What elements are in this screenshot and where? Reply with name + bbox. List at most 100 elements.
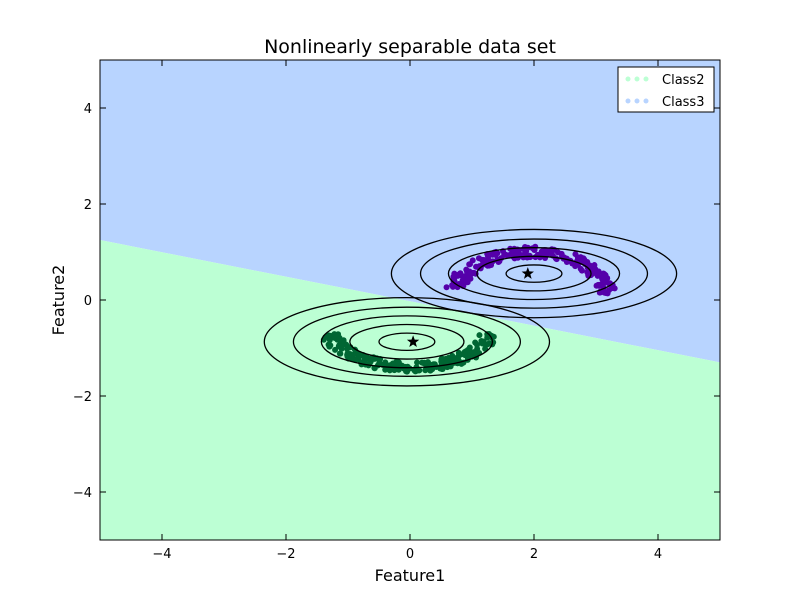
data-point — [543, 247, 550, 254]
contour-ellipse — [390, 228, 678, 319]
contour-ellipse — [419, 238, 649, 309]
legend-marker — [625, 98, 631, 104]
contour-ellipse — [320, 315, 494, 369]
data-point — [468, 271, 475, 278]
data-point — [593, 282, 600, 289]
data-point — [367, 358, 374, 365]
data-point — [469, 257, 476, 264]
data-point — [336, 336, 343, 343]
data-point — [438, 365, 445, 372]
data-point — [395, 359, 402, 366]
legend-label: Class3 — [662, 95, 704, 110]
x-tick-label: −4 — [152, 547, 171, 562]
data-point — [444, 358, 451, 365]
data-point — [382, 361, 389, 368]
region-class3 — [100, 60, 720, 363]
data-point — [395, 366, 402, 373]
contour-ellipse — [505, 264, 563, 283]
data-point — [577, 256, 584, 263]
legend-item-class2: Class2 — [625, 73, 704, 88]
data-point — [599, 275, 606, 282]
data-point — [470, 349, 477, 356]
data-point — [344, 351, 351, 358]
legend-item-class3: Class3 — [625, 95, 704, 110]
data-point — [513, 250, 520, 257]
data-point — [472, 339, 479, 346]
data-point — [592, 266, 599, 273]
plot-area — [100, 60, 720, 540]
data-point — [608, 285, 615, 292]
data-point — [338, 345, 345, 352]
data-point — [438, 356, 445, 363]
chart-title: Nonlinearly separable data set — [264, 36, 556, 58]
contour-ellipse — [476, 255, 592, 292]
data-point — [449, 352, 456, 359]
x-tick-label: −2 — [276, 547, 295, 562]
contour-ellipse — [263, 296, 551, 387]
y-axis-label: Feature2 — [49, 265, 68, 336]
data-point — [476, 332, 483, 339]
contour-ellipse — [447, 247, 621, 301]
data-point — [356, 351, 363, 358]
contours-class2 — [263, 296, 551, 387]
data-point — [579, 267, 585, 274]
data-point — [414, 359, 421, 366]
data-point — [362, 354, 369, 361]
data-point — [480, 338, 487, 345]
data-point — [459, 278, 466, 285]
data-point — [507, 251, 514, 258]
data-point — [326, 343, 333, 350]
data-point — [569, 260, 576, 267]
data-point — [376, 361, 383, 368]
y-tick-label: 4 — [84, 102, 92, 117]
data-point — [484, 334, 491, 341]
contour-ellipse — [292, 306, 522, 377]
data-point — [586, 270, 593, 277]
data-point — [421, 359, 428, 366]
data-point — [332, 346, 339, 353]
x-axis-ticks: −4 −2 0 2 4 — [152, 60, 662, 562]
region-class2 — [100, 240, 720, 540]
x-tick-label: 2 — [530, 547, 538, 562]
y-tick-label: −4 — [73, 486, 92, 501]
x-axis-label: Feature1 — [375, 566, 446, 585]
data-point — [482, 345, 489, 352]
data-point — [558, 250, 565, 257]
data-point — [466, 344, 473, 351]
contours-class3 — [390, 228, 678, 319]
data-point — [348, 355, 355, 362]
mean-star-class2 — [406, 335, 420, 348]
y-tick-label: 2 — [84, 198, 92, 213]
data-point — [412, 368, 419, 375]
legend-label: Class2 — [662, 73, 704, 88]
data-point — [501, 252, 508, 259]
contour-ellipse — [349, 323, 465, 360]
x-tick-label: 0 — [406, 547, 414, 562]
y-tick-label: 0 — [84, 294, 92, 309]
data-point — [475, 255, 482, 262]
legend-marker — [625, 76, 631, 82]
data-point — [466, 261, 473, 268]
legend-marker — [643, 76, 649, 82]
data-point — [457, 270, 464, 277]
data-point — [594, 272, 601, 279]
data-point — [488, 262, 495, 268]
legend-box — [617, 66, 715, 113]
y-axis-ticks: −4 −2 0 2 4 — [73, 102, 720, 501]
data-point — [422, 367, 429, 374]
data-point — [336, 350, 343, 357]
data-point — [463, 266, 470, 273]
data-point — [443, 284, 450, 291]
plot-frame — [99, 59, 721, 541]
data-point — [586, 262, 593, 269]
mean-star-class3 — [521, 267, 534, 279]
data-point — [449, 282, 456, 289]
legend-marker — [634, 98, 640, 104]
legend: Class2 Class3 — [617, 66, 715, 113]
data-point — [400, 365, 407, 372]
legend-marker — [643, 98, 649, 104]
data-point — [332, 331, 339, 338]
data-point — [480, 257, 487, 264]
